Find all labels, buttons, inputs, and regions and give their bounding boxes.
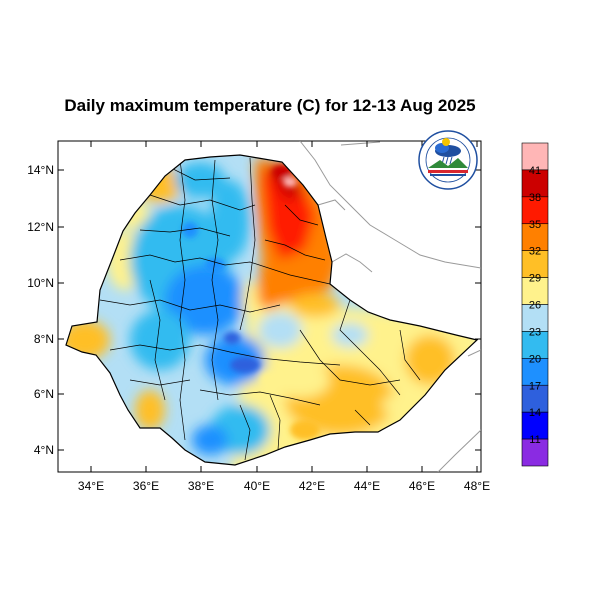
colorbar-swatch: [521, 438, 549, 467]
y-tick-label: 10°N: [27, 276, 54, 290]
x-tick-label: 48°E: [464, 479, 490, 493]
x-tick-label: 40°E: [244, 479, 270, 493]
colorbar-label: 32: [529, 246, 541, 258]
y-tick-label: 4°N: [34, 443, 54, 457]
admin-boundaries: [99, 155, 421, 461]
y-tick-label: 6°N: [34, 387, 54, 401]
colorbar-label: 17: [529, 380, 541, 392]
colorbar-labels: 41 38 35 32 29 26 23 20 17 14 11: [529, 165, 541, 446]
map-title: Daily maximum temperature (C) for 12-13 …: [64, 96, 476, 115]
colorbar-label: 26: [529, 300, 541, 312]
colorbar-label: 38: [529, 192, 541, 204]
colorbar-label: 11: [529, 434, 540, 446]
colorbar-swatch: [521, 169, 549, 198]
colorbar-label: 29: [529, 273, 541, 285]
colorbar-swatch: [521, 304, 549, 332]
neighbour-borders: [299, 141, 481, 472]
x-tick-label: 38°E: [188, 479, 214, 493]
x-tick-label: 36°E: [133, 479, 159, 493]
x-tick-label: 46°E: [409, 479, 435, 493]
colorbar-label: 35: [529, 219, 541, 231]
y-tick-label: 12°N: [27, 220, 54, 234]
y-tick-label: 8°N: [34, 332, 54, 346]
axis-labels: 34°E 36°E 38°E 40°E 42°E 44°E 46°E 48°E 14°N 12°N…: [27, 163, 490, 493]
x-tick-label: 34°E: [78, 479, 104, 493]
axis-ticks: [58, 141, 481, 472]
x-tick-label: 44°E: [354, 479, 380, 493]
colorbar-label: 23: [529, 326, 541, 338]
colorbar-label: 41: [529, 165, 541, 177]
colorbar-swatch: [521, 250, 549, 278]
colorbar-swatch: [521, 277, 549, 305]
colorbar-swatch: [521, 142, 549, 171]
x-tick-label: 42°E: [299, 479, 325, 493]
country-outline: [65, 154, 479, 466]
colorbar-swatch: [521, 411, 549, 440]
ethiopian-meteorology-institute-logo: [418, 130, 478, 190]
colorbar-label: 14: [529, 407, 541, 419]
colorbar-swatch: [521, 196, 549, 225]
y-tick-label: 14°N: [27, 163, 54, 177]
colorbar-swatch: [521, 384, 549, 413]
colorbar: [521, 142, 549, 467]
colorbar-label: 20: [529, 353, 541, 365]
